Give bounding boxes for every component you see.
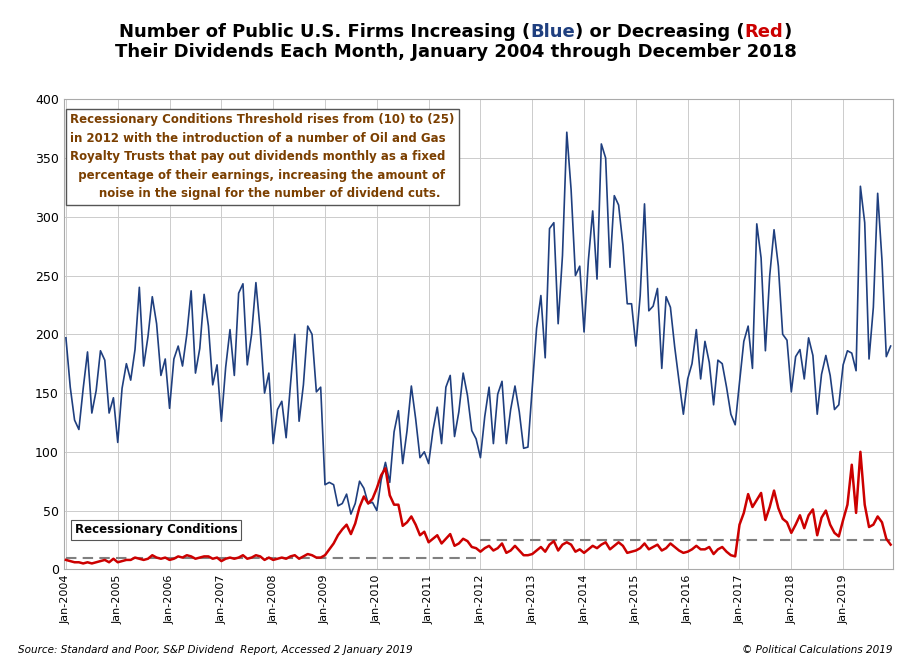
Text: ): ) — [783, 23, 792, 41]
Text: Recessionary Conditions: Recessionary Conditions — [75, 524, 237, 536]
Text: ) or Decreasing (: ) or Decreasing ( — [575, 23, 745, 41]
Text: Source: Standard and Poor, S&P Dividend  Report, Accessed 2 January 2019: Source: Standard and Poor, S&P Dividend … — [18, 645, 413, 655]
Text: Number of Public U.S. Firms Increasing (: Number of Public U.S. Firms Increasing ( — [119, 23, 530, 41]
Text: Red: Red — [745, 23, 783, 41]
Text: © Political Calculations 2019: © Political Calculations 2019 — [742, 645, 893, 655]
Text: Blue: Blue — [530, 23, 575, 41]
Text: Recessionary Conditions Threshold rises from (10) to (25)
in 2012 with the intro: Recessionary Conditions Threshold rises … — [70, 113, 455, 201]
Text: Their Dividends Each Month, January 2004 through December 2018: Their Dividends Each Month, January 2004… — [115, 43, 796, 61]
